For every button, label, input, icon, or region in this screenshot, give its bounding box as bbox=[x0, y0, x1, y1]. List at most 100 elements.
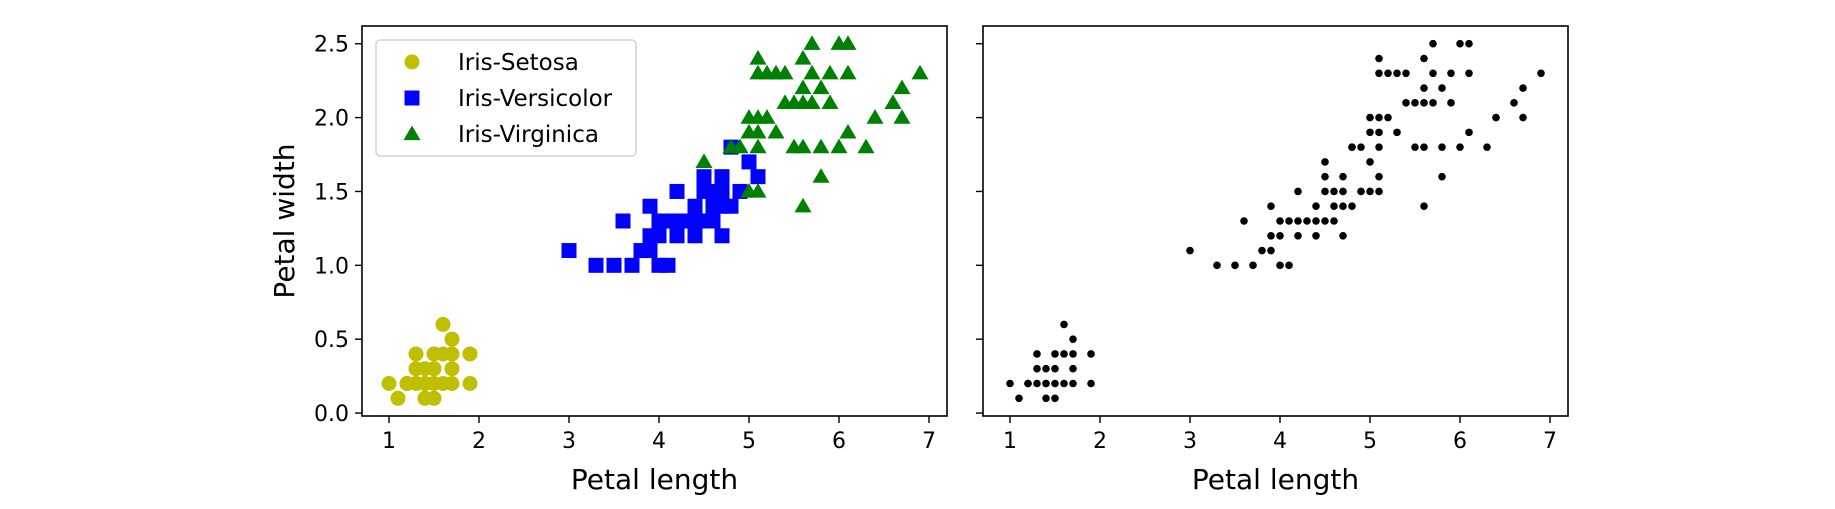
data-point bbox=[1375, 69, 1383, 78]
data-point bbox=[1060, 379, 1068, 388]
data-point bbox=[1033, 364, 1041, 373]
x-tick-label: 3 bbox=[1183, 429, 1197, 454]
data-point bbox=[884, 94, 902, 109]
data-point bbox=[1456, 143, 1464, 151]
data-point bbox=[651, 228, 667, 244]
data-point bbox=[1429, 69, 1437, 78]
data-point bbox=[812, 79, 830, 95]
data-point bbox=[812, 168, 830, 183]
data-point bbox=[1267, 231, 1275, 240]
data-point bbox=[1330, 217, 1338, 225]
data-point bbox=[1402, 99, 1410, 107]
data-point bbox=[588, 257, 604, 273]
data-point bbox=[749, 123, 767, 139]
data-point bbox=[857, 138, 875, 154]
data-point bbox=[1213, 261, 1221, 270]
data-point bbox=[1438, 84, 1446, 92]
data-point bbox=[1249, 261, 1257, 270]
data-point bbox=[669, 228, 685, 244]
data-point bbox=[749, 138, 767, 154]
data-point bbox=[1465, 39, 1473, 48]
data-point bbox=[444, 361, 460, 377]
x-tick-label: 4 bbox=[652, 429, 666, 454]
data-point bbox=[1321, 217, 1329, 225]
data-point bbox=[390, 390, 406, 406]
data-point bbox=[399, 376, 415, 391]
y-tick-label: 2.5 bbox=[314, 33, 349, 58]
left-scatter-panel: 1 2 3 4 5 6 7 0.0 0.5 1.0 1.5 2.0 2.5 Petal length Pet… bbox=[268, 25, 948, 496]
data-point bbox=[1375, 128, 1383, 137]
legend-label: Iris-Virginica bbox=[458, 122, 599, 148]
data-point bbox=[1348, 202, 1356, 211]
data-point bbox=[1537, 69, 1545, 78]
data-point bbox=[660, 257, 676, 273]
data-point bbox=[1321, 158, 1329, 166]
data-point bbox=[426, 361, 442, 377]
data-point bbox=[1519, 113, 1527, 122]
y-tick-label: 2.0 bbox=[314, 107, 349, 132]
data-point bbox=[435, 316, 451, 332]
data-point bbox=[1006, 379, 1014, 388]
data-point bbox=[695, 153, 713, 169]
x-axis-label: Petal length bbox=[1192, 463, 1359, 496]
data-point bbox=[444, 346, 460, 362]
x-tick-label: 4 bbox=[1273, 429, 1287, 454]
data-point bbox=[1366, 187, 1374, 196]
data-point bbox=[1393, 128, 1401, 137]
data-point bbox=[669, 183, 685, 199]
data-point bbox=[1303, 217, 1311, 225]
data-point bbox=[1492, 113, 1500, 122]
data-point bbox=[1267, 246, 1275, 255]
data-point bbox=[1042, 379, 1050, 388]
data-point bbox=[1042, 394, 1050, 403]
data-point bbox=[1285, 261, 1293, 270]
x-tick-label: 6 bbox=[832, 429, 846, 454]
data-point bbox=[1384, 113, 1392, 122]
data-point bbox=[1069, 364, 1077, 373]
data-point bbox=[1339, 231, 1347, 240]
y-axis-label: Petal width bbox=[268, 143, 301, 298]
data-point bbox=[1375, 187, 1383, 196]
data-point bbox=[803, 35, 821, 50]
data-point bbox=[705, 213, 721, 229]
data-point bbox=[1330, 202, 1338, 211]
data-point bbox=[1366, 158, 1374, 166]
data-point bbox=[1231, 261, 1239, 270]
data-point bbox=[1411, 99, 1419, 107]
x-tick-label: 1 bbox=[382, 429, 396, 454]
data-point bbox=[1276, 231, 1284, 240]
data-point bbox=[714, 228, 730, 244]
data-point bbox=[1447, 99, 1455, 107]
y-tick-label: 0.5 bbox=[314, 328, 349, 353]
x-tick-label: 2 bbox=[1093, 429, 1107, 454]
data-point bbox=[1033, 379, 1041, 388]
data-point bbox=[1051, 394, 1059, 403]
data-point bbox=[1267, 202, 1275, 211]
data-point bbox=[1465, 128, 1473, 137]
x-axis-label: Petal length bbox=[571, 463, 738, 496]
data-point bbox=[1366, 128, 1374, 137]
data-point bbox=[1510, 99, 1518, 107]
data-point bbox=[1447, 69, 1455, 78]
data-point bbox=[561, 243, 577, 259]
data-point bbox=[444, 331, 460, 347]
legend-marker bbox=[403, 125, 421, 141]
data-point bbox=[1276, 261, 1284, 270]
data-point bbox=[1087, 350, 1095, 358]
data-point bbox=[866, 109, 884, 124]
data-point bbox=[462, 376, 478, 391]
data-point bbox=[1069, 379, 1077, 388]
data-point bbox=[1339, 187, 1347, 196]
data-point bbox=[1339, 172, 1347, 181]
data-point bbox=[1384, 69, 1392, 78]
data-point bbox=[750, 169, 766, 185]
data-point bbox=[1348, 143, 1356, 151]
data-point bbox=[1402, 69, 1410, 78]
data-point bbox=[1330, 187, 1338, 196]
legend-label: Iris-Versicolor bbox=[458, 86, 613, 112]
data-point bbox=[767, 123, 785, 139]
data-point bbox=[1465, 69, 1473, 78]
data-point bbox=[714, 169, 730, 185]
data-point bbox=[606, 257, 622, 273]
